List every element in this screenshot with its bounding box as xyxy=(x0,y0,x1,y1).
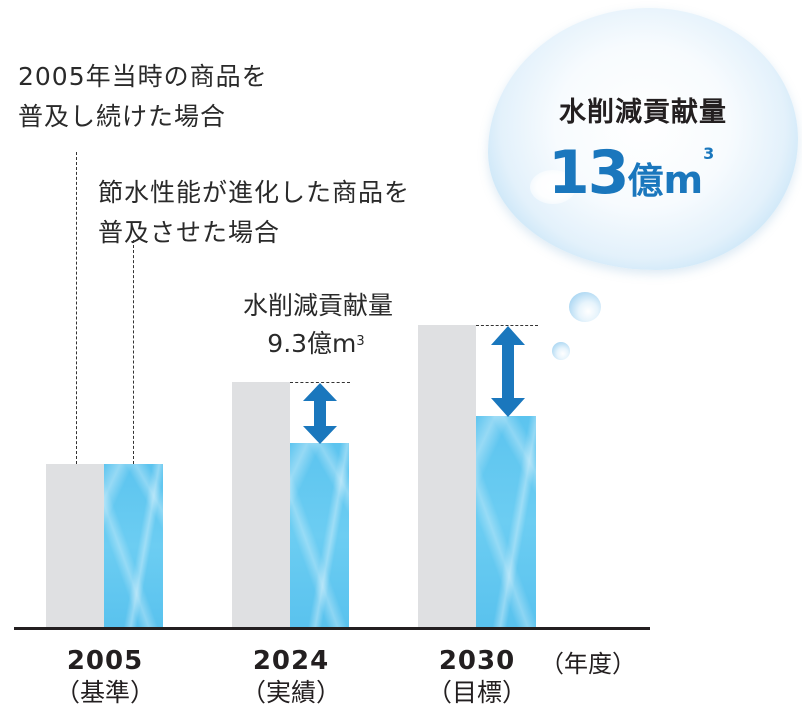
saving-2024-value-sup: 3 xyxy=(356,334,365,349)
bubble-highlight xyxy=(530,170,576,204)
saving-2024-value-text: 9.3億m xyxy=(267,329,357,358)
improved-scenario-label-line1: 節水性能が進化した商品を xyxy=(98,178,411,207)
saving-2030-double-arrow-icon xyxy=(491,326,525,417)
savings-bubble xyxy=(488,8,798,270)
saving-2024-double-arrow-icon xyxy=(303,383,337,444)
bubble-value-unit-m: m xyxy=(663,158,704,202)
bar-2024-baseline xyxy=(232,382,290,628)
bubble-value-unit-kanji: 億 xyxy=(627,161,664,202)
improved-leader-line xyxy=(133,240,134,464)
saving-2024-value: 9.3億m3 xyxy=(216,326,416,362)
x-label-2024-year: 2024 xyxy=(252,646,330,676)
x-label-2024-sub: （実績） xyxy=(240,678,341,707)
bar-2030-improved xyxy=(476,416,536,628)
x-axis-line xyxy=(14,627,650,630)
bar-2005-baseline xyxy=(46,464,104,628)
bubble-value-sup: 3 xyxy=(703,144,715,163)
improved-scenario-label-line2: 普及させた場合 xyxy=(98,218,281,247)
bar-2030-reference-line xyxy=(476,325,538,326)
x-label-2030-year: 2030 xyxy=(438,646,516,676)
saving-2024-title: 水削減貢献量 xyxy=(242,291,393,320)
water-droplet-large xyxy=(569,292,601,322)
bubble-title: 水削減貢献量 xyxy=(559,97,727,128)
x-label-2005-year: 2005 xyxy=(66,646,144,676)
bar-2024-reference-line xyxy=(290,382,350,383)
bar-2005-improved xyxy=(104,464,163,628)
baseline-leader-line xyxy=(76,152,77,464)
bubble-value: 13億m3 xyxy=(548,138,714,208)
x-label-2030-sub: （目標） xyxy=(426,678,527,707)
bar-2030-baseline xyxy=(418,325,476,628)
x-label-2005-sub: （基準） xyxy=(54,678,155,707)
bar-2024-improved xyxy=(290,443,349,628)
baseline-scenario-label-line2: 普及し続けた場合 xyxy=(18,102,227,131)
water-droplet-small xyxy=(552,342,570,360)
bubble-value-number: 13 xyxy=(548,138,629,208)
baseline-scenario-label-line1: 2005年当時の商品を xyxy=(18,62,268,91)
x-axis-unit-label: （年度） xyxy=(540,650,636,678)
